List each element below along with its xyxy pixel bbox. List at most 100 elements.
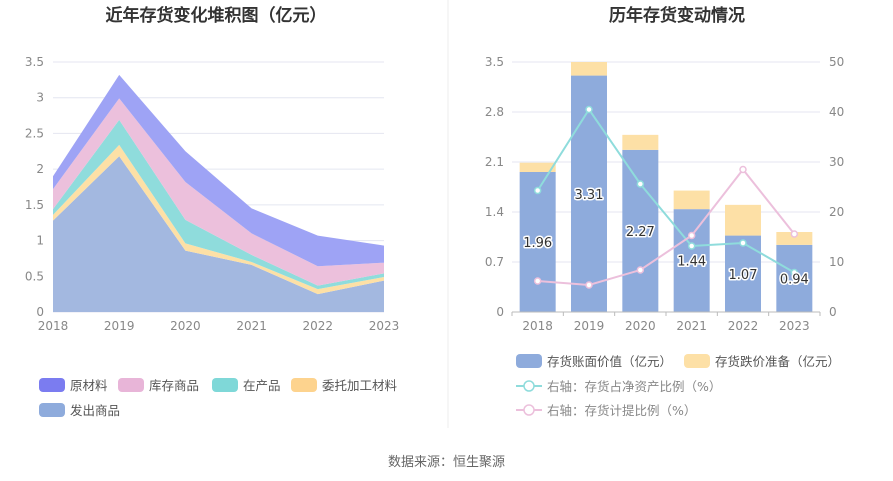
left-legend-swatch [118,378,144,392]
left-chart-axis: 0 0.5 1 1.5 2 2.5 3 3.5 2018 2019 2020 2021 2022 2023 [25,55,399,333]
left-legend-label: 发出商品 [70,403,120,418]
right-line-point [636,266,645,274]
right-legend-label: 存货账面价值（亿元） [547,354,672,369]
impairment-provision-bar [776,232,813,245]
left-x-tick-label: 2023 [369,319,400,333]
left-x-tick-label: 2018 [38,319,69,333]
left-area-series [53,156,384,312]
right-legend-label: 存货跌价准备（亿元） [715,354,840,369]
left-legend-swatch [212,378,238,392]
inventory-value-bar [622,149,659,312]
left-chart-title: 近年存货变化堆积图（亿元） [106,5,327,26]
right-y-left-tick-label: 0 [496,305,504,319]
right-chart-bar-labels: 1.96 3.31 2.27 1.44 1.07 0.94 [522,186,811,289]
right-y-right-tick-label: 30 [829,155,844,169]
right-line-series [536,107,795,274]
left-y-tick-label: 1 [36,234,44,248]
impairment-provision-bar [622,134,659,150]
right-line-point [687,242,696,250]
left-x-tick-label: 2021 [236,319,267,333]
right-y-left-tick-label: 2.8 [485,105,504,119]
left-x-tick-label: 2019 [104,319,135,333]
right-line-point [687,231,696,240]
right-line-series [537,167,796,287]
right-line-point [739,165,747,174]
left-legend-label: 库存商品 [149,378,199,393]
inventory-value-bar [673,209,710,312]
left-legend-label: 在产品 [243,378,281,393]
inventory-value-label: 2.27 [626,225,655,240]
left-chart-areas [53,74,384,312]
left-area-series [53,74,384,267]
left-y-tick-label: 3.5 [25,55,44,69]
right-chart-axis: 0 0.7 1.4 2.1 2.8 3.5 0 10 20 30 40 50 2018 2019 2020 2… [485,55,844,333]
right-y-left-tick-label: 1.4 [485,205,504,219]
left-legend-swatch [39,403,65,417]
left-y-tick-label: 3 [36,91,44,105]
impairment-provision-bar [519,162,556,172]
impairment-provision-bar [725,204,761,236]
inventory-value-label: 0.94 [780,272,809,287]
inventory-value-bar [519,172,556,312]
inventory-value-bar [725,235,761,312]
right-chart-title: 历年存货变动情况 [609,5,745,26]
right-x-tick-label: 2023 [779,319,810,333]
right-x-tick-label: 2018 [522,319,553,333]
inventory-value-label: 3.31 [575,188,604,203]
right-y-right-tick-label: 40 [829,105,844,119]
right-y-right-tick-label: 0 [829,305,837,319]
impairment-provision-bar [571,62,607,76]
right-line-point [739,239,747,247]
left-y-tick-label: 1.5 [25,198,44,212]
right-x-tick-label: 2022 [728,319,759,333]
right-line-point [533,277,542,285]
right-chart-lines [533,105,799,289]
left-area-series [53,98,384,286]
right-legend-line-marker [523,380,535,392]
left-area-series [53,119,384,290]
left-x-tick-label: 2022 [303,319,334,333]
right-x-tick-label: 2020 [625,319,656,333]
left-legend-label: 委托加工材料 [322,378,398,393]
right-chart-legend: 存货账面价值（亿元） 存货跌价准备（亿元） 右轴：存货占净资产比例（%） 右轴：存货计… [516,354,840,418]
left-chart: 近年存货变化堆积图（亿元） 0 0.5 1 1.5 2 2.5 3 3.5 2018 2019 20… [25,5,399,418]
right-chart-bars [519,62,813,312]
left-y-tick-label: 2.5 [25,126,44,140]
left-y-tick-label: 2 [36,162,44,176]
right-x-tick-label: 2019 [574,319,605,333]
right-line-point [790,268,799,277]
left-legend-swatch [291,378,317,392]
inventory-value-bar [571,75,607,312]
left-x-tick-label: 2020 [170,319,201,333]
left-legend-swatch [39,378,65,392]
right-line-point [585,105,593,114]
inventory-value-bar [776,244,813,312]
inventory-value-label: 1.44 [677,255,706,270]
right-line-point [585,281,593,289]
right-legend-label: 右轴：存货占净资产比例（%） [547,379,721,394]
right-line-point [533,186,542,195]
left-y-tick-label: 0 [36,305,44,319]
right-y-right-tick-label: 50 [829,55,844,69]
right-line-point [790,230,799,238]
right-chart: 历年存货变动情况 1.96 3.31 2.27 1.44 1.07 0.94 0 0.7 1.… [485,5,844,418]
right-x-tick-label: 2021 [676,319,707,333]
right-legend-swatch [516,354,542,368]
right-y-right-tick-label: 10 [829,255,844,269]
right-legend-line-marker [523,404,535,416]
left-y-tick-label: 0.5 [25,269,44,283]
right-legend-swatch [684,354,710,368]
right-legend-label: 右轴：存货计提比例（%） [547,403,696,418]
inventory-value-label: 1.07 [729,268,758,283]
right-y-left-tick-label: 0.7 [485,255,504,269]
impairment-provision-bar [673,190,710,210]
right-y-left-tick-label: 3.5 [485,55,504,69]
inventory-value-label: 1.96 [523,236,552,251]
right-line-point [636,180,645,188]
right-y-right-tick-label: 20 [829,205,844,219]
left-legend-label: 原材料 [70,378,108,393]
right-chart-grid [512,61,820,313]
right-y-left-tick-label: 2.1 [485,155,504,169]
